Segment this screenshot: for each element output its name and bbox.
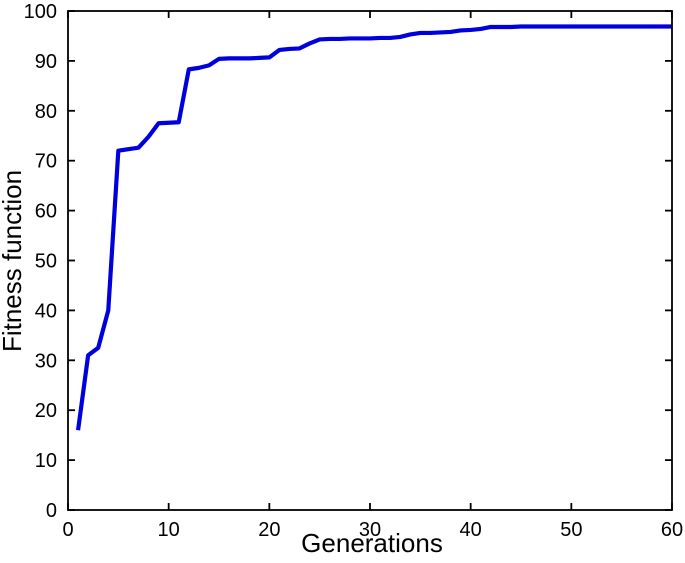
y-tick-label: 0 xyxy=(46,500,57,522)
x-axis-label: Generations xyxy=(301,528,443,558)
x-tick-label: 30 xyxy=(359,519,381,541)
x-tick-label: 20 xyxy=(258,519,280,541)
y-tick-label: 30 xyxy=(35,350,57,372)
x-tick-label: 60 xyxy=(661,519,683,541)
y-tick-label: 10 xyxy=(35,450,57,472)
x-tick-label: 10 xyxy=(158,519,180,541)
y-tick-label: 60 xyxy=(35,201,57,223)
y-axis-label: Fitness function xyxy=(0,170,27,352)
x-tick-label: 50 xyxy=(560,519,582,541)
fitness-series-line xyxy=(75,24,672,431)
plot-background xyxy=(68,11,672,510)
y-tick-label: 20 xyxy=(35,400,57,422)
tick-marks xyxy=(67,10,673,511)
tick-labels: 0 10 20 30 40 50 60 0 10 20 30 40 50 60 70 80 90 100 xyxy=(24,1,684,541)
y-tick-label: 40 xyxy=(35,300,57,322)
y-tick-label: 70 xyxy=(35,151,57,173)
y-tick-label: 80 xyxy=(35,101,57,123)
x-tick-label: 0 xyxy=(62,519,73,541)
y-tick-label: 100 xyxy=(24,1,57,23)
y-tick-label: 90 xyxy=(35,51,57,73)
x-tick-label: 40 xyxy=(460,519,482,541)
y-tick-label: 50 xyxy=(35,251,57,273)
